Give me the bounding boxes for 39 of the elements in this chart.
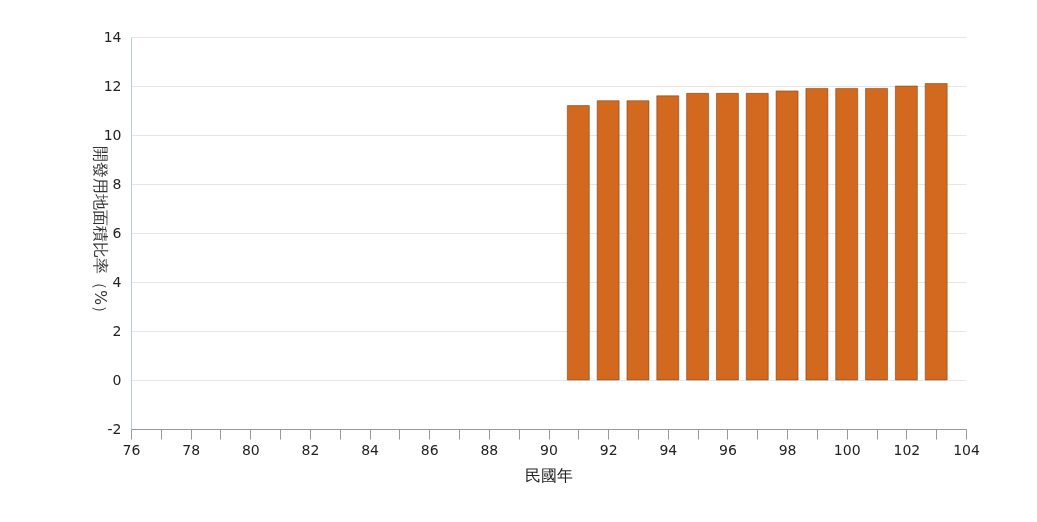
x-tick-label: 90: [540, 441, 558, 458]
x-tick-label: 86: [420, 441, 439, 458]
bar: [805, 88, 829, 381]
bar: [656, 95, 680, 381]
y-tick-label: 14: [103, 28, 122, 45]
x-tick-label: 102: [893, 441, 921, 458]
bar: [775, 90, 799, 381]
x-tick-label: 94: [659, 441, 678, 458]
x-tick-label: 98: [778, 441, 797, 458]
bar: [716, 93, 739, 381]
y-axis-title: 開發用地面積比率（%）: [90, 145, 110, 322]
x-tick-label: 78: [182, 441, 201, 458]
y-tick-label: 8: [112, 175, 122, 192]
y-tick-label: 6: [112, 224, 122, 241]
x-axis-title: 民國年: [525, 465, 573, 485]
bar: [626, 100, 650, 381]
y-tick-label: -2: [107, 420, 122, 437]
y-tick-label: 2: [112, 322, 122, 339]
bar: [895, 85, 918, 381]
y-tick-label: 4: [112, 273, 122, 290]
bar: [596, 100, 620, 381]
x-tick-label: 100: [833, 441, 861, 458]
x-tick-label: 76: [122, 441, 141, 458]
x-tick-label: 80: [241, 441, 260, 458]
x-tick-label: 84: [361, 441, 380, 458]
bar: [686, 93, 709, 381]
bar: [835, 88, 858, 381]
x-tick-label: 96: [719, 441, 737, 458]
x-tick-label: 92: [599, 441, 618, 458]
y-tick-label: 12: [103, 77, 122, 94]
x-tick-label: 104: [953, 441, 980, 458]
bar: [746, 93, 769, 381]
y-tick-label: 10: [103, 126, 122, 143]
y-tick-label: 0: [112, 371, 122, 388]
bar: [865, 88, 888, 381]
x-tick-label: 82: [301, 441, 320, 458]
bar: [567, 105, 590, 381]
bar: [924, 83, 948, 381]
x-tick-label: 88: [480, 441, 499, 458]
